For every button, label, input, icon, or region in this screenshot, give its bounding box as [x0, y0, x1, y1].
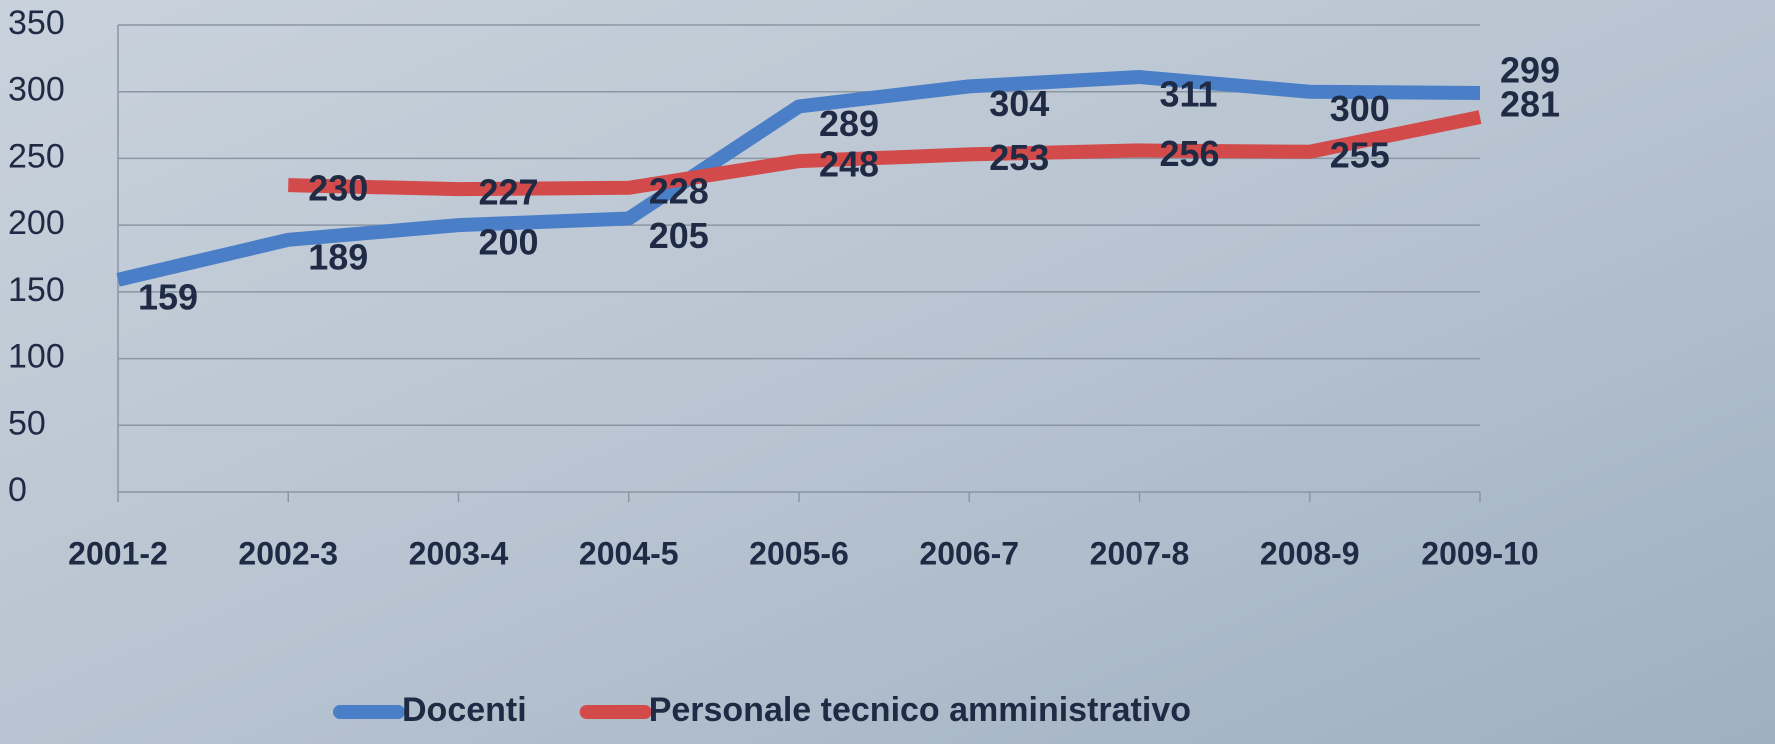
data-label: 230	[308, 168, 368, 209]
y-tick-label: 100	[8, 338, 65, 376]
data-label: 189	[308, 236, 368, 277]
data-label: 227	[479, 172, 539, 213]
data-label: 289	[819, 103, 879, 144]
x-tick-label: 2006-7	[919, 535, 1019, 571]
data-label: 300	[1330, 88, 1390, 129]
data-label: 256	[1160, 133, 1220, 174]
data-label: 253	[989, 137, 1049, 178]
data-label: 281	[1500, 84, 1560, 125]
x-tick-label: 2003-4	[409, 535, 509, 571]
y-tick-label: 300	[8, 71, 65, 109]
x-tick-label: 2001-2	[68, 535, 168, 571]
y-tick-label: 200	[8, 204, 65, 242]
y-tick-label: 50	[8, 404, 46, 442]
x-tick-label: 2004-5	[579, 535, 679, 571]
y-tick-label: 0	[8, 471, 27, 509]
series-line	[116, 70, 1481, 287]
data-label: 248	[819, 144, 879, 185]
legend-label: Docenti	[402, 691, 527, 729]
data-label: 255	[1330, 134, 1390, 175]
data-label: 205	[649, 215, 709, 256]
data-label: 159	[138, 276, 198, 317]
data-label: 304	[989, 83, 1049, 124]
x-tick-label: 2008-9	[1260, 535, 1360, 571]
data-label: 200	[479, 222, 539, 263]
x-tick-label: 2002-3	[238, 535, 338, 571]
x-tick-label: 2005-6	[749, 535, 849, 571]
x-tick-label: 2007-8	[1090, 535, 1190, 571]
y-tick-label: 350	[8, 4, 65, 42]
y-tick-label: 250	[8, 137, 65, 175]
data-label: 299	[1500, 50, 1560, 91]
data-label: 228	[649, 170, 709, 211]
series-line	[288, 110, 1482, 197]
y-tick-label: 150	[8, 271, 65, 309]
legend-label: Personale tecnico amministrativo	[649, 691, 1191, 729]
data-label: 311	[1160, 74, 1218, 115]
x-tick-label: 2009-10	[1421, 535, 1538, 571]
